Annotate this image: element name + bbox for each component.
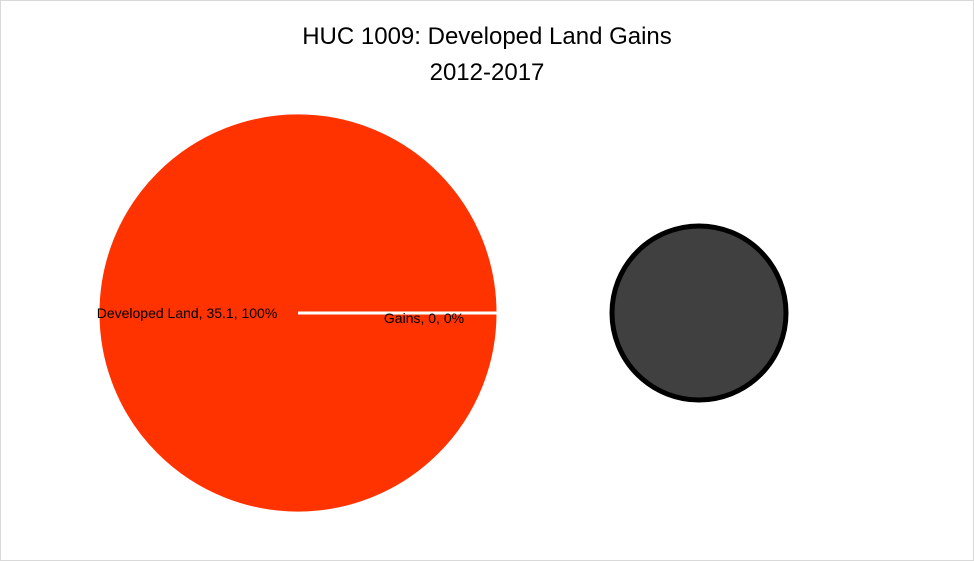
chart-subtitle: 2012-2017 — [429, 59, 545, 86]
data-label: Gains, 0, 0% — [383, 310, 465, 326]
chart-title: HUC 1009: Developed Land Gains — [302, 23, 672, 50]
secondary-pie — [609, 223, 789, 403]
data-label: Developed Land, 35.1, 100% — [96, 305, 278, 321]
